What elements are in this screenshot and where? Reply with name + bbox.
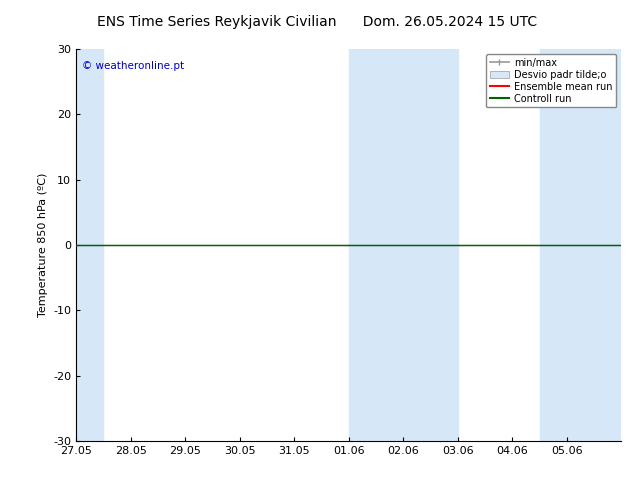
Legend: min/max, Desvio padr tilde;o, Ensemble mean run, Controll run: min/max, Desvio padr tilde;o, Ensemble m… — [486, 54, 616, 107]
Bar — [349, 49, 458, 441]
Bar — [76, 49, 103, 441]
Bar — [540, 49, 621, 441]
Y-axis label: Temperature 850 hPa (ºC): Temperature 850 hPa (ºC) — [37, 173, 48, 317]
Text: © weatheronline.pt: © weatheronline.pt — [82, 61, 184, 71]
Text: ENS Time Series Reykjavik Civilian      Dom. 26.05.2024 15 UTC: ENS Time Series Reykjavik Civilian Dom. … — [97, 15, 537, 29]
